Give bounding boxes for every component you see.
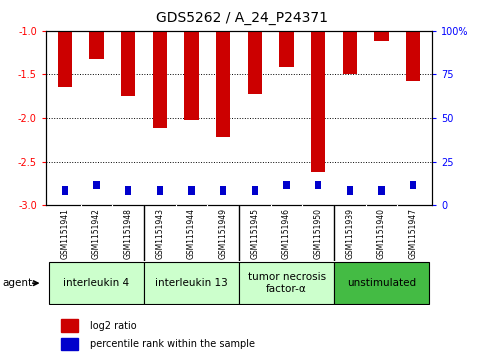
Bar bbox=[374, 0, 389, 41]
Bar bbox=[252, 186, 258, 195]
Bar bbox=[311, 0, 326, 172]
Text: GSM1151949: GSM1151949 bbox=[219, 208, 228, 259]
Text: GDS5262 / A_24_P24371: GDS5262 / A_24_P24371 bbox=[156, 11, 327, 25]
Text: GSM1151944: GSM1151944 bbox=[187, 208, 196, 259]
Bar bbox=[406, 0, 420, 81]
Bar bbox=[93, 181, 99, 189]
Text: tumor necrosis
factor-α: tumor necrosis factor-α bbox=[247, 272, 326, 294]
Text: interleukin 4: interleukin 4 bbox=[63, 278, 129, 288]
Text: GSM1151941: GSM1151941 bbox=[60, 208, 70, 259]
Text: GSM1151940: GSM1151940 bbox=[377, 208, 386, 259]
Bar bbox=[343, 0, 357, 74]
Text: log2 ratio: log2 ratio bbox=[90, 321, 137, 331]
Bar bbox=[157, 186, 163, 195]
Text: interleukin 13: interleukin 13 bbox=[155, 278, 228, 288]
Bar bbox=[315, 181, 321, 189]
Text: GSM1151948: GSM1151948 bbox=[124, 208, 133, 259]
Text: GSM1151942: GSM1151942 bbox=[92, 208, 101, 259]
Bar bbox=[121, 0, 135, 96]
Bar bbox=[334, 262, 429, 304]
Text: unstimulated: unstimulated bbox=[347, 278, 416, 288]
Bar bbox=[248, 0, 262, 94]
Bar bbox=[153, 0, 167, 129]
Bar bbox=[61, 319, 78, 332]
Bar bbox=[239, 262, 334, 304]
Bar bbox=[188, 186, 195, 195]
Bar bbox=[280, 0, 294, 68]
Text: agent: agent bbox=[2, 278, 32, 288]
Bar bbox=[216, 0, 230, 137]
Bar bbox=[410, 181, 416, 189]
Bar bbox=[379, 186, 385, 195]
Bar bbox=[185, 0, 199, 120]
Bar bbox=[62, 186, 68, 195]
Bar bbox=[125, 186, 131, 195]
Bar bbox=[144, 262, 239, 304]
Text: GSM1151947: GSM1151947 bbox=[409, 208, 418, 259]
Text: GSM1151946: GSM1151946 bbox=[282, 208, 291, 259]
Text: GSM1151945: GSM1151945 bbox=[250, 208, 259, 259]
Bar bbox=[89, 0, 104, 59]
Bar bbox=[284, 181, 290, 189]
Text: GSM1151943: GSM1151943 bbox=[156, 208, 164, 259]
Text: GSM1151939: GSM1151939 bbox=[345, 208, 355, 259]
Bar bbox=[220, 186, 227, 195]
Bar bbox=[347, 186, 353, 195]
Bar bbox=[61, 338, 78, 350]
Bar bbox=[58, 0, 72, 87]
Bar bbox=[49, 262, 144, 304]
Text: percentile rank within the sample: percentile rank within the sample bbox=[90, 339, 256, 349]
Text: GSM1151950: GSM1151950 bbox=[314, 208, 323, 259]
